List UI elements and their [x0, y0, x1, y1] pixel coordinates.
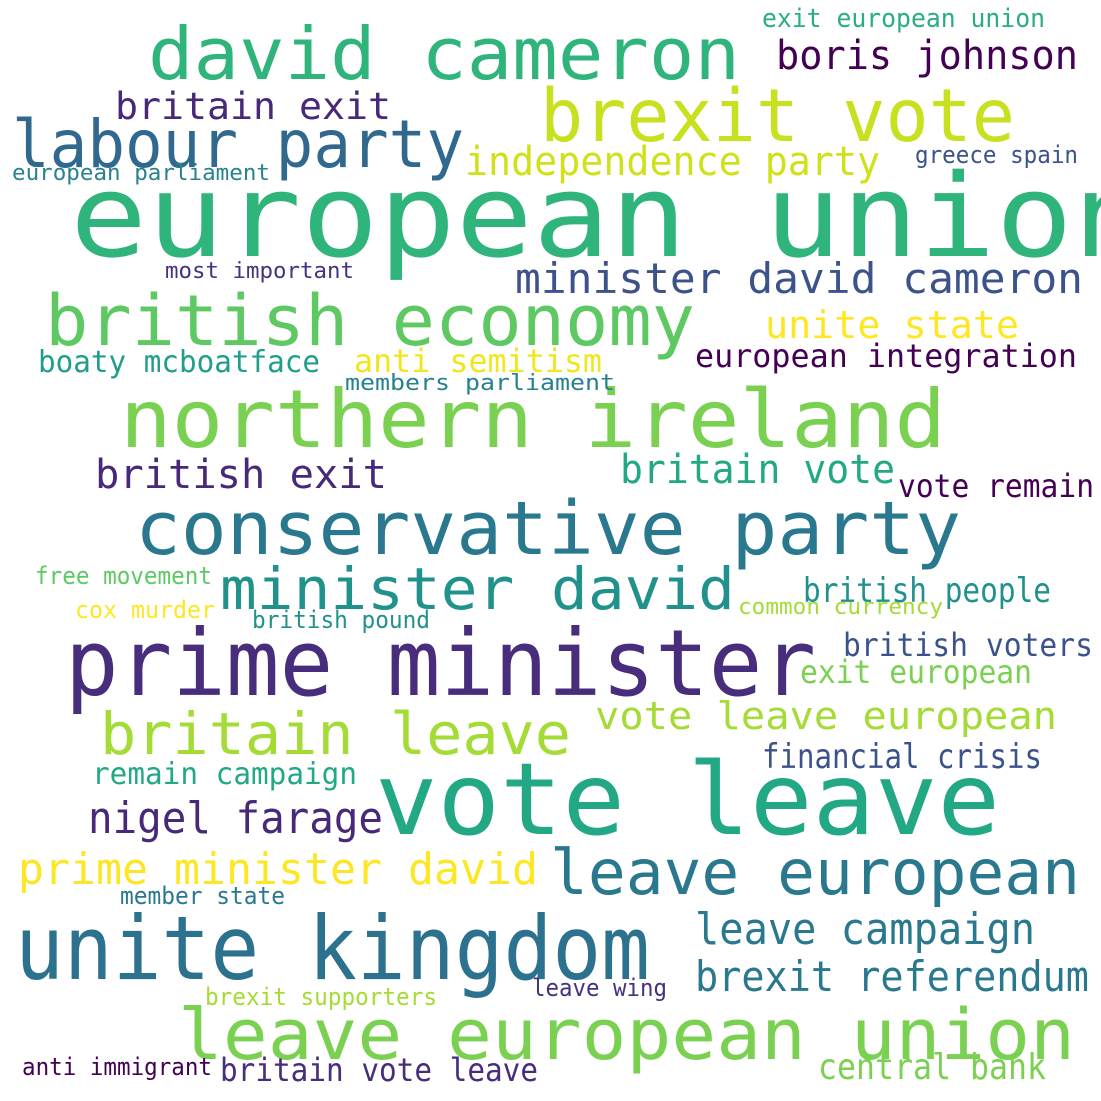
word-boris-johnson: boris johnson: [776, 33, 1078, 79]
word-unite-state: unite state: [765, 303, 1020, 347]
word-anti-immigrant: anti immigrant: [22, 1053, 212, 1081]
word-unite-kingdom: unite kingdom: [15, 897, 651, 1000]
word-british-exit: british exit: [95, 452, 387, 498]
word-exit-european-union: exit european union: [762, 4, 1045, 34]
word-european-parliament: european parliament: [12, 161, 270, 186]
word-european-integration: european integration: [695, 337, 1077, 375]
word-prime-minister-david: prime minister david: [18, 844, 539, 895]
word-financial-crisis: financial crisis: [762, 737, 1042, 777]
word-british-pound: british pound: [252, 606, 431, 634]
word-minister-david: minister david: [220, 555, 735, 623]
word-british-voters: british voters: [843, 626, 1094, 664]
word-northern-ireland: northern ireland: [120, 373, 947, 466]
word-leave-campaign: leave campaign: [695, 904, 1036, 955]
word-britain-exit: britain exit: [115, 85, 392, 128]
word-anti-semitism: anti semitism: [354, 342, 602, 380]
word-david-cameron: david cameron: [148, 12, 740, 96]
word-nigel-farage: nigel farage: [88, 793, 384, 844]
word-vote-leave: vote leave: [375, 741, 1001, 858]
word-brexit-supporters: brexit supporters: [205, 983, 438, 1011]
word-british-economy: british economy: [45, 280, 695, 362]
word-conservative-party: conservative party: [135, 486, 961, 572]
word-leave-european: leave european: [550, 836, 1081, 909]
word-brexit-referendum: brexit referendum: [695, 952, 1089, 1001]
word-britain-vote: britain vote: [620, 447, 895, 493]
word-members-parliament: members parliament: [345, 371, 615, 396]
word-exit-european: exit european: [800, 653, 1032, 691]
word-british-people: british people: [803, 571, 1052, 611]
word-vote-remain: vote remain: [898, 467, 1095, 505]
word-britain-vote-leave: britain vote leave: [220, 1051, 538, 1089]
word-britain-leave: britain leave: [100, 700, 572, 768]
word-free-movement: free movement: [35, 562, 213, 590]
word-vote-leave-european: vote leave european: [595, 694, 1057, 738]
word-most-important: most important: [165, 259, 354, 284]
word-leave-wing: leave wing: [532, 974, 668, 1002]
word-cox-murder: cox murder: [75, 596, 216, 624]
word-central-bank: central bank: [818, 1047, 1046, 1088]
word-minister-david-cameron: minister david cameron: [515, 254, 1083, 303]
word-prime-minister: prime minister: [65, 610, 817, 717]
word-boaty-mcboatface: boaty mcboatface: [38, 345, 320, 380]
word-greece-spain: greece spain: [915, 141, 1079, 169]
word-european-union: european union: [70, 150, 1101, 284]
word-brexit-vote: brexit vote: [540, 74, 1015, 159]
word-remain-campaign: remain campaign: [92, 757, 358, 792]
word-labour-party: labour party: [12, 106, 464, 183]
word-leave-european-union: leave european union: [178, 994, 1075, 1076]
word-common-currency: common currency: [738, 595, 944, 620]
word-independence-party: independence party: [465, 139, 881, 185]
word-member-state: member state: [120, 882, 285, 910]
